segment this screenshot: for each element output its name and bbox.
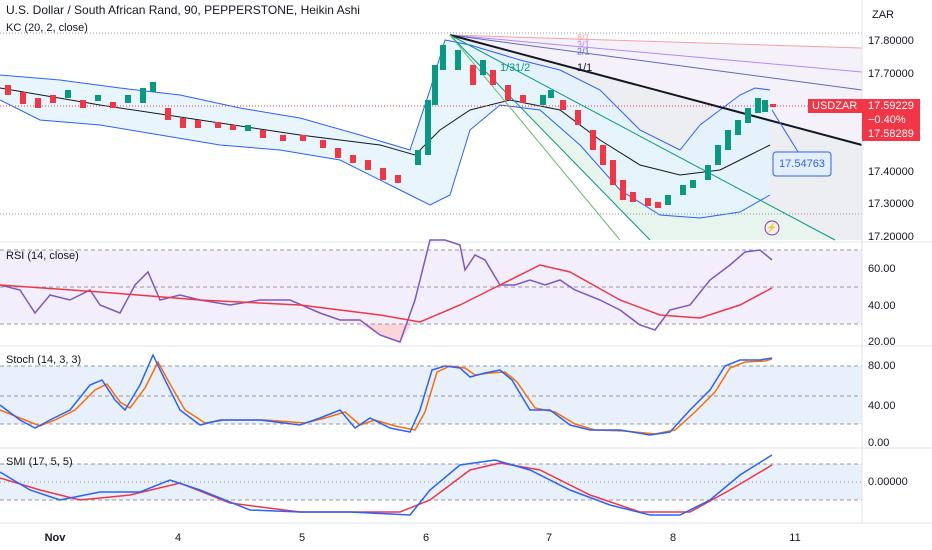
fan-label: 3/1 xyxy=(577,39,590,49)
fan-label: 1/3 xyxy=(500,62,515,74)
pane-label: RSI (14, close) xyxy=(6,250,79,262)
price-tick: 17.70000 xyxy=(868,68,914,80)
symbol-tag xyxy=(808,99,862,113)
stoch-pane: Stoch (14, 3, 3) xyxy=(0,353,862,436)
fan-label: 1/1 xyxy=(577,62,592,74)
indicator-label: KC (20, 2, close) xyxy=(6,22,88,34)
rsi-ma-line xyxy=(0,264,773,323)
stoch-k-line xyxy=(0,353,773,436)
time-label: 4 xyxy=(175,532,181,544)
smi-tick: 0.00000 xyxy=(868,476,908,488)
time-label: 7 xyxy=(546,532,552,544)
chart-title: U.S. Dollar / South African Rand, 90, PE… xyxy=(6,3,360,17)
price-box xyxy=(862,99,920,141)
stoch-d-line xyxy=(0,358,773,435)
rsi-tick: 20.00 xyxy=(868,336,896,348)
cursor-path xyxy=(771,109,801,156)
keltner-lower xyxy=(0,99,771,219)
price-tick: 17.20000 xyxy=(868,231,914,243)
smi-signal-line xyxy=(0,462,773,513)
stoch-tick: 0.00 xyxy=(868,437,889,449)
time-label: Nov xyxy=(45,532,67,544)
price-tick: 17.80000 xyxy=(868,35,914,47)
cursor-price: 17.54763 xyxy=(779,158,825,170)
previous-price: 17.58289 xyxy=(868,128,914,140)
fan-label: 8/1 xyxy=(577,32,590,42)
keltner-fill xyxy=(0,40,770,218)
currency-label: ZAR xyxy=(872,9,894,21)
rsi-tick: 60.00 xyxy=(868,263,896,275)
price-change: −0.40% xyxy=(868,114,906,126)
fan-label: 1/2 xyxy=(515,62,530,74)
smi-pane: SMI (17, 5, 5) xyxy=(0,454,862,516)
time-label: 5 xyxy=(299,532,305,544)
fan-line xyxy=(449,34,863,73)
alert-icon[interactable] xyxy=(764,220,780,236)
pane-label: SMI (17, 5, 5) xyxy=(6,456,73,468)
last-price: 17.59229 xyxy=(868,100,914,112)
price-tick: 17.40000 xyxy=(868,166,914,178)
alert-icon-glyph: ⚡ xyxy=(766,221,777,233)
rsi-pane: RSI (14, close) xyxy=(0,239,862,343)
rsi-oversold-fill xyxy=(360,324,412,342)
fan-line xyxy=(449,34,621,241)
stoch-tick: 40.00 xyxy=(868,400,896,412)
fan-line xyxy=(449,34,836,241)
fan-label: 2/1 xyxy=(577,46,590,56)
smi-line xyxy=(0,454,773,516)
symbol-label: USDZAR xyxy=(812,100,857,112)
keltner-upper xyxy=(0,39,771,151)
pane-label: Stoch (14, 3, 3) xyxy=(6,354,81,366)
time-label: 11 xyxy=(789,532,800,544)
rsi-tick: 40.00 xyxy=(868,300,896,312)
cursor-tag xyxy=(772,151,832,177)
fan-line xyxy=(449,34,863,49)
time-label: 6 xyxy=(423,532,429,544)
fan-line xyxy=(449,34,863,91)
rsi-line xyxy=(0,239,773,343)
price-tick: 17.30000 xyxy=(868,198,914,210)
main-pane: 1/3 1/2 1/1 2/1 3/1 8/1 ⚡ U.S. Dollar / … xyxy=(0,3,863,241)
fan-line xyxy=(449,34,863,146)
time-label: 8 xyxy=(670,532,676,544)
stoch-tick: 80.00 xyxy=(868,360,896,372)
